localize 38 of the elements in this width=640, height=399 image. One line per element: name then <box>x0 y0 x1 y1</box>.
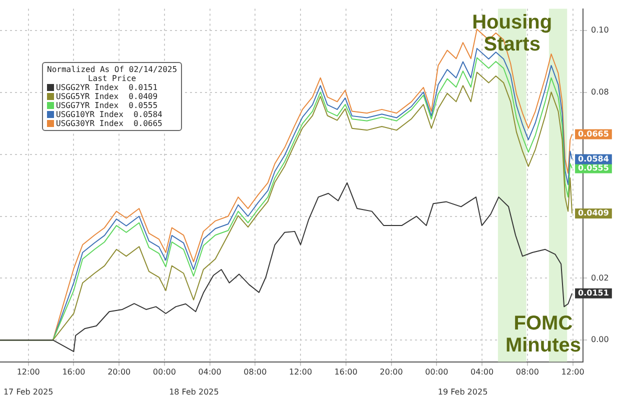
text: 0.0409 <box>128 92 158 101</box>
band-label: FOMC Minutes <box>505 312 582 356</box>
data-label: 0.0151 <box>578 288 610 298</box>
annotation: Last Price <box>86 74 138 83</box>
x-tick-label: 20:00 <box>380 368 403 377</box>
legend-label: USGG5YR Index <box>56 92 119 101</box>
text: 0.0151 <box>128 83 158 92</box>
x-tick-label: 12:00 <box>561 368 584 377</box>
x-tick-label: 16:00 <box>62 368 86 377</box>
x-tick-label: 00:00 <box>152 368 176 377</box>
x-tick-label: 12:00 <box>289 368 312 377</box>
x2-tick-label: 19 Feb 2025 <box>438 387 488 396</box>
x-tick-label: 04:00 <box>198 368 222 377</box>
text: 0.0665 <box>133 119 162 128</box>
y-tick-label: 0.00 <box>591 335 609 344</box>
legend-label: USGG2YR Index <box>56 83 119 92</box>
x-tick-label: 20:00 <box>108 368 131 377</box>
data-label: 0.0555 <box>578 163 610 172</box>
legend-title: Normalized As Of 02/14/2025 <box>47 65 178 74</box>
data-label: 0.0409 <box>578 208 610 218</box>
x-tick-label: 00:00 <box>425 368 448 377</box>
y-tick-label: 0.02 <box>591 273 609 282</box>
x-tick-label: 12:00 <box>16 368 40 377</box>
legend-label: USGG7YR Index <box>56 101 119 110</box>
text: 0.0584 <box>133 110 162 119</box>
y-tick-label: 0.10 <box>591 26 609 35</box>
legend-label: USGG30YR Index <box>56 119 124 128</box>
x-tick-label: 08:00 <box>516 368 539 377</box>
y-tick-label: 0.08 <box>591 87 609 96</box>
x-tick-label: 04:00 <box>470 368 494 377</box>
data-label: 0.0584 <box>578 154 610 164</box>
data-label: 0.0665 <box>578 129 610 138</box>
x2-tick-label: 17 Feb 2025 <box>3 387 54 396</box>
text: 0.0555 <box>128 101 158 110</box>
legend-label: USGG10YR Index <box>56 110 124 119</box>
x-tick-label: 16:00 <box>334 368 358 377</box>
x2-tick-label: 18 Feb 2025 <box>169 387 219 396</box>
x-tick-label: 08:00 <box>244 368 267 377</box>
